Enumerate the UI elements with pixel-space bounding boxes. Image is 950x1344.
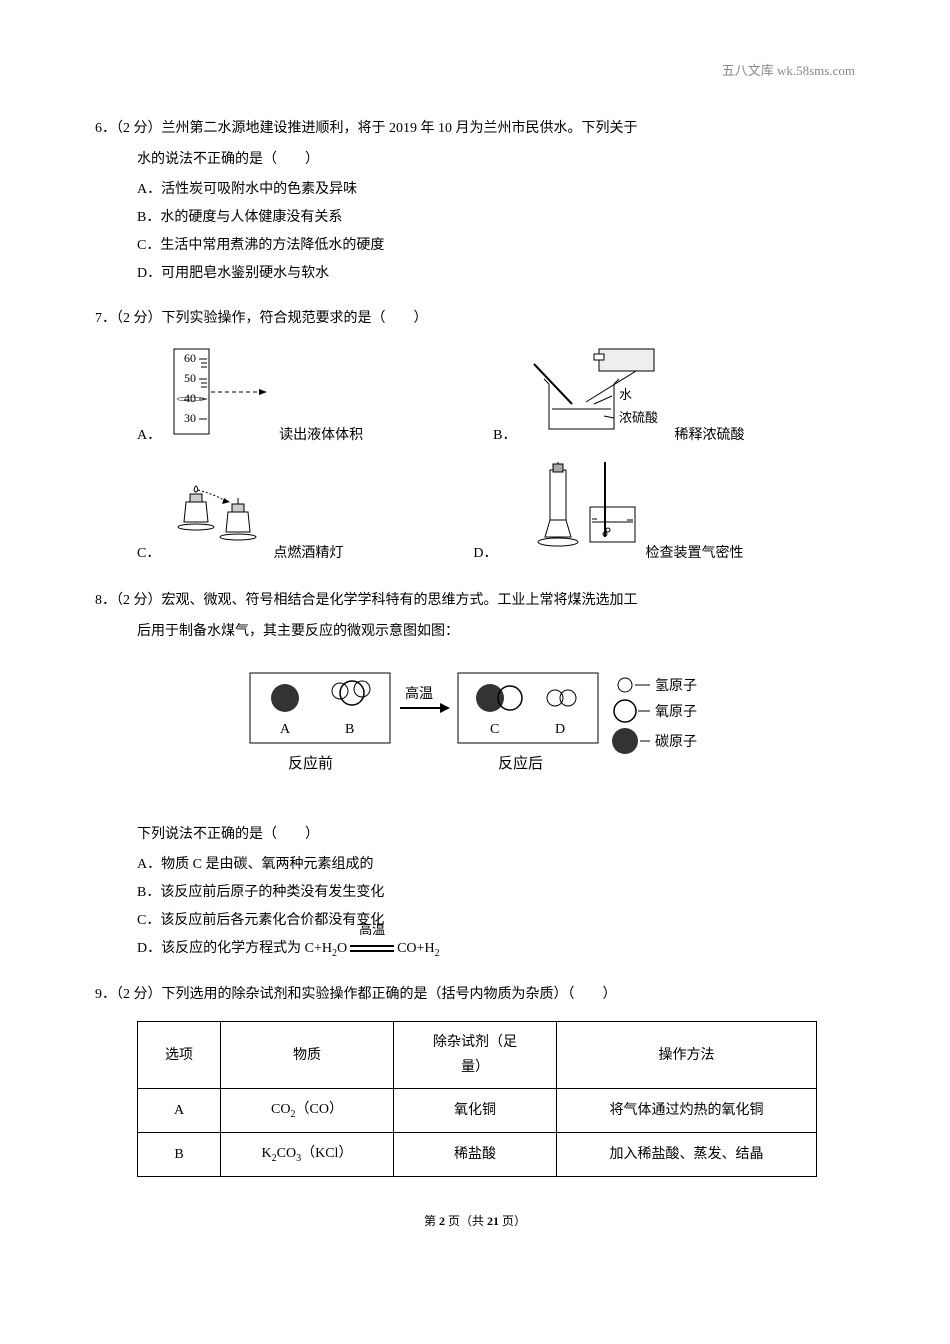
q6-option-b: B．水的硬度与人体健康没有关系: [95, 204, 855, 232]
q6-option-a: A．活性炭可吸附水中的色素及异味: [95, 176, 855, 204]
q7-d-text: 检查装置气密性: [645, 539, 743, 570]
q8-option-d: D．该反应的化学方程式为 C+H2O高温CO+H2: [95, 935, 855, 964]
dilute-acid-icon: 水 浓硫酸: [524, 344, 674, 439]
q8-mid: 下列说法不正确的是（ ）: [95, 820, 855, 851]
th-reagent-a: 除杂试剂（足: [433, 1035, 517, 1050]
tick-60: 60: [184, 351, 196, 365]
q8-stem-a: 8．（2 分）宏观、微观、符号相结合是化学学科特有的思维方式。工业上常将煤洗选加…: [95, 586, 855, 617]
footer-a: 第: [424, 1214, 436, 1228]
q7-group-d: D．: [473, 462, 743, 570]
cell-a2-b: （CO）: [296, 1102, 343, 1117]
tick-50: 50: [184, 371, 196, 385]
th-method: 操作方法: [557, 1021, 817, 1088]
q7-group-a: A． 60 50 40 30: [137, 344, 363, 452]
q7-stem: 7．（2 分）下列实验操作，符合规范要求的是（ ）: [95, 304, 855, 335]
question-8: 8．（2 分）宏观、微观、符号相结合是化学学科特有的思维方式。工业上常将煤洗选加…: [95, 586, 855, 964]
svg-text:反应前: 反应前: [288, 754, 333, 772]
label-acid: 浓硫酸: [619, 410, 658, 425]
q7-fig-d: [505, 462, 645, 570]
svg-text:B: B: [345, 722, 354, 737]
footer-b: 2: [439, 1214, 445, 1228]
q7-fig-a: 60 50 40 30: [169, 344, 279, 452]
q9-table: 选项 物质 除杂试剂（足 量） 操作方法 A CO2（CO） 氧化铜 将气体通过…: [137, 1021, 817, 1177]
q9-stem: 9．（2 分）下列选用的除杂试剂和实验操作都正确的是（括号内物质为杂质）（ ）: [95, 980, 855, 1011]
th-option: 选项: [138, 1021, 221, 1088]
q8-d-sub2: 2: [435, 948, 440, 959]
q7-a-text: 读出液体体积: [279, 421, 363, 452]
q7-group-b: B． 水 浓硫酸 稀释: [493, 344, 744, 452]
q6-option-c: C．生活中常用煮沸的方法降低水的硬度: [95, 232, 855, 260]
q8-d-mid2: CO+H: [397, 941, 434, 956]
q7-row2: C． 点燃酒精灯: [95, 462, 855, 570]
cell-b4: 加入稀盐酸、蒸发、结晶: [557, 1133, 817, 1177]
q7-d-label: D．: [473, 539, 497, 570]
q8-option-a: A．物质 C 是由碳、氧两种元素组成的: [95, 851, 855, 879]
cell-b2: K2CO3（KCl）: [221, 1133, 394, 1177]
cell-b1: B: [138, 1133, 221, 1177]
page-footer: 第 2 页（共 21 页）: [95, 1212, 855, 1229]
q8-d-arrow-top: 高温: [347, 917, 397, 943]
svg-text:氧原子: 氧原子: [655, 704, 697, 720]
footer-c: 页（共: [448, 1214, 484, 1228]
question-9: 9．（2 分）下列选用的除杂试剂和实验操作都正确的是（括号内物质为杂质）（ ） …: [95, 980, 855, 1177]
q7-c-label: C．: [137, 539, 160, 570]
light-lamp-icon: [168, 462, 273, 557]
q8-figure: A B 反应前 高温 C D 反应后 氢原子: [95, 663, 855, 806]
footer-d: 21: [487, 1214, 499, 1228]
q8-d-mid1: O: [337, 941, 347, 956]
q8-d-pre: D．该反应的化学方程式为 C+H: [137, 941, 332, 956]
page: 五八文库 wk.58sms.com 6．（2 分）兰州第二水源地建设推进顺利，将…: [0, 0, 950, 1269]
th-substance: 物质: [221, 1021, 394, 1088]
airtight-check-icon: [505, 462, 645, 557]
question-6: 6．（2 分）兰州第二水源地建设推进顺利，将于 2019 年 10 月为兰州市民…: [95, 114, 855, 288]
cell-b2-c: （KCl）: [301, 1146, 352, 1161]
q8-option-c: C．该反应前后各元素化合价都没有变化: [95, 907, 855, 935]
table-row: B K2CO3（KCl） 稀盐酸 加入稀盐酸、蒸发、结晶: [138, 1133, 817, 1177]
reaction-diagram-icon: A B 反应前 高温 C D 反应后 氢原子: [240, 663, 710, 793]
svg-text:D: D: [555, 722, 565, 737]
question-7: 7．（2 分）下列实验操作，符合规范要求的是（ ） A． 60 50: [95, 304, 855, 570]
table-header-row: 选项 物质 除杂试剂（足 量） 操作方法: [138, 1021, 817, 1088]
cell-a2-a: CO: [271, 1102, 290, 1117]
svg-text:A: A: [280, 722, 291, 737]
q7-a-label: A．: [137, 421, 161, 452]
svg-text:高温: 高温: [405, 685, 433, 702]
svg-text:氢原子: 氢原子: [655, 678, 697, 694]
table-row: A CO2（CO） 氧化铜 将气体通过灼热的氧化铜: [138, 1089, 817, 1133]
footer-e: 页）: [502, 1214, 526, 1228]
cell-a1: A: [138, 1089, 221, 1133]
q7-b-label: B．: [493, 421, 516, 452]
q7-fig-c: [168, 462, 273, 570]
q6-stem-a: 6．（2 分）兰州第二水源地建设推进顺利，将于 2019 年 10 月为兰州市民…: [95, 114, 855, 145]
label-water: 水: [619, 387, 632, 402]
q7-b-text: 稀释浓硫酸: [674, 421, 744, 452]
q7-fig-b: 水 浓硫酸: [524, 344, 674, 452]
cell-a3: 氧化铜: [394, 1089, 557, 1133]
watermark: 五八文库 wk.58sms.com: [95, 60, 855, 79]
th-reagent-b: 量）: [461, 1060, 489, 1075]
q7-c-text: 点燃酒精灯: [273, 539, 343, 570]
graduated-cylinder-icon: 60 50 40 30: [169, 344, 279, 439]
tick-30: 30: [184, 411, 196, 425]
cell-a2: CO2（CO）: [221, 1089, 394, 1133]
q8-stem-b: 后用于制备水煤气，其主要反应的微观示意图如图：: [95, 617, 855, 648]
q7-group-c: C． 点燃酒精灯: [137, 462, 343, 570]
q6-option-d: D．可用肥皂水鉴别硬水与软水: [95, 260, 855, 288]
svg-text:反应后: 反应后: [498, 754, 543, 772]
th-reagent: 除杂试剂（足 量）: [394, 1021, 557, 1088]
cell-a4: 将气体通过灼热的氧化铜: [557, 1089, 817, 1133]
q8-option-b: B．该反应前后原子的种类没有发生变化: [95, 879, 855, 907]
q9-table-wrap: 选项 物质 除杂试剂（足 量） 操作方法 A CO2（CO） 氧化铜 将气体通过…: [95, 1021, 855, 1177]
q6-stem-b: 水的说法不正确的是（ ）: [95, 145, 855, 176]
q7-row1: A． 60 50 40 30: [95, 344, 855, 452]
cell-b3: 稀盐酸: [394, 1133, 557, 1177]
tick-40: 40: [184, 391, 196, 405]
svg-text:碳原子: 碳原子: [655, 734, 697, 750]
reaction-arrow-icon: [350, 945, 394, 952]
cell-b2-a: K: [262, 1146, 272, 1161]
q8-d-arrow: 高温: [347, 935, 397, 963]
cell-b2-b: CO: [277, 1146, 296, 1161]
svg-text:C: C: [490, 722, 499, 737]
